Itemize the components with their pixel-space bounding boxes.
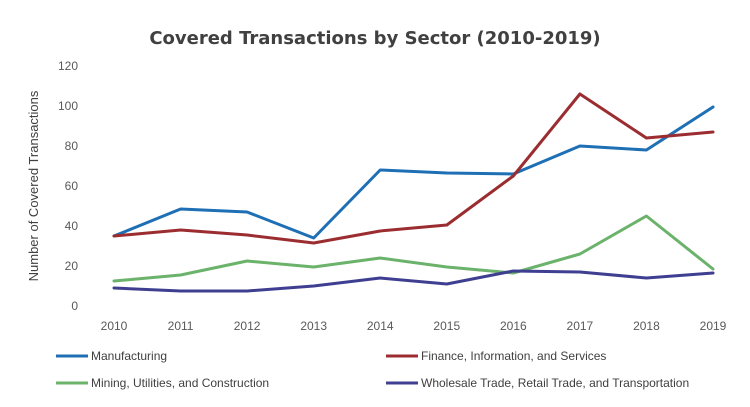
chart-title: Covered Transactions by Sector (2010-201… — [149, 28, 600, 49]
y-tick-label: 100 — [58, 99, 78, 113]
y-tick-label: 0 — [71, 299, 78, 313]
y-tick-label: 20 — [65, 259, 79, 273]
x-tick-label: 2018 — [633, 319, 660, 333]
x-tick-label: 2012 — [234, 319, 261, 333]
legend: Manufacturing Finance, Information, and S… — [56, 349, 689, 390]
x-tick-label: 2010 — [101, 319, 128, 333]
series-line-4 — [112, 269, 715, 293]
y-axis-ticks: 0 20 40 60 80 100 120 — [58, 59, 78, 313]
legend-item: Finance, Information, and Services — [386, 349, 606, 363]
series-lines — [112, 92, 715, 293]
x-tick-label: 2016 — [500, 319, 527, 333]
x-tick-label: 2013 — [300, 319, 327, 333]
x-tick-label: 2011 — [168, 319, 194, 333]
legend-item: Mining, Utilities, and Construction — [56, 376, 269, 390]
legend-label: Mining, Utilities, and Construction — [91, 376, 269, 390]
legend-item: Wholesale Trade, Retail Trade, and Trans… — [386, 376, 689, 390]
x-tick-label: 2017 — [567, 319, 594, 333]
x-tick-label: 2015 — [433, 319, 460, 333]
x-axis-ticks: 2010 2011 2012 2013 2014 2015 2016 2017 2018 2019 — [101, 319, 727, 333]
legend-item: Manufacturing — [56, 349, 167, 363]
x-tick-label: 2014 — [367, 319, 394, 333]
y-tick-label: 80 — [65, 139, 79, 153]
y-axis-title: Number of Covered Transactions — [26, 90, 41, 281]
series-line-2 — [112, 92, 715, 245]
y-tick-label: 120 — [58, 59, 78, 73]
series-line-3 — [112, 214, 715, 283]
series-line-1 — [112, 105, 715, 240]
y-tick-label: 60 — [65, 179, 79, 193]
legend-label: Manufacturing — [91, 349, 167, 363]
y-tick-label: 40 — [65, 219, 79, 233]
x-tick-label: 2019 — [700, 319, 727, 333]
legend-label: Finance, Information, and Services — [421, 349, 606, 363]
legend-label: Wholesale Trade, Retail Trade, and Trans… — [421, 376, 689, 390]
